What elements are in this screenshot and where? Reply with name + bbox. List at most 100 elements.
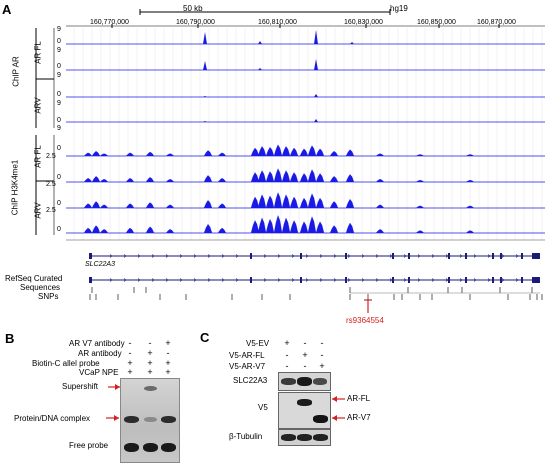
complex-band-lane1 [124,416,139,423]
strand-arrow [263,254,267,258]
strand-arrow [319,278,323,282]
sign-b-r0-c1: - [148,338,152,348]
strand-arrow [249,278,253,282]
strand-arrow [291,278,295,282]
gene-exon [408,253,410,259]
strand-arrow [193,278,197,282]
strand-arrow [193,254,197,258]
strand-arrow [515,254,519,258]
row-label-biotin-probe: Biotin-C allel probe [32,359,100,368]
strand-arrow [417,254,421,258]
strand-arrow [333,254,337,258]
gene-exon [89,277,92,283]
tubulin-band-lane3 [313,434,328,441]
strand-arrow [417,278,421,282]
gene-exon [408,277,410,283]
band-label-ar-fl: AR-FL [347,394,371,403]
free-probe-band-lane2 [143,443,158,452]
ar-v7-band [313,415,328,423]
sign-b-r3-c0: + [127,367,133,377]
track-scale-bottom: 0 [57,200,61,207]
track-scale-bottom: 0 [57,38,61,45]
strand-arrow [109,278,113,282]
track-scale-top: 9 [57,47,61,54]
strand-arrow [305,278,309,282]
sign-b-r1-c1: + [147,348,153,358]
refseq-label-2: Sequences [20,283,61,292]
strand-arrow [235,254,239,258]
strand-arrow [515,278,519,282]
ar-peak [203,96,207,97]
coord-label: 160,870,000 [477,19,516,26]
strand-arrow [249,254,253,258]
strand-arrow [221,254,225,258]
ar-peak [203,61,207,70]
strand-arrow [151,254,155,258]
h3k4me1-profile [66,144,545,157]
ar-peak [314,94,318,97]
blot-v5 [278,392,331,429]
sign-c-r2-c2: + [319,361,325,371]
row-label-ar-antibody: AR antibody [78,349,122,358]
track-scale-bottom: 0 [57,226,61,233]
row-label-v5-ar-fl: V5-AR-FL [229,351,265,360]
strand-arrow [221,278,225,282]
strand-arrow [361,254,365,258]
strand-arrow [375,278,379,282]
blot-label-tubulin: β-Tubulin [229,432,263,441]
track-scale-bottom: 0 [57,145,61,152]
supershift-band [144,386,157,391]
panel-a-label: A [2,2,12,17]
strand-arrow [263,278,267,282]
track-scale-top: 2.5 [46,207,56,214]
panel-c-label: C [200,330,210,345]
gene-exon [532,277,540,283]
gene-exon [300,277,302,283]
strand-arrow [305,254,309,258]
snps-label: SNPs [38,292,59,301]
sign-b-r3-c2: + [165,367,171,377]
track-scale-bottom: 0 [57,117,61,124]
strand-arrow [487,254,491,258]
strand-arrow [151,278,155,282]
coord-label: 160,770,000 [90,19,129,26]
track-scale-bottom: 0 [57,63,61,70]
blot-label-slc22a3: SLC22A3 [233,376,268,385]
gene-exon [345,253,347,259]
gene-exon [448,253,450,259]
gene-exon [500,253,502,259]
gene-exon [465,277,467,283]
ar-peak [258,41,262,44]
blot-tubulin [278,429,331,446]
gene-exon [250,253,252,259]
band-label-ar-v7: AR-V7 [347,413,371,422]
ar-peak [258,68,262,70]
sign-b-r0-c2: + [165,338,171,348]
track-scale-bottom: 0 [57,91,61,98]
gene-exon [532,253,540,259]
strand-arrow [277,278,281,282]
gene-exon [492,277,494,283]
sign-c-r0-c1: - [303,338,307,348]
genome-browser-tracks [35,9,545,313]
sign-b-r1-c0: - [128,348,132,358]
strand-arrow [319,254,323,258]
gene-exon [465,253,467,259]
sign-b-r3-c1: + [147,367,153,377]
ar-peak [350,42,354,44]
sign-b-r1-c2: - [166,348,170,358]
strand-arrow [431,278,435,282]
complex-band-lane2 [144,417,157,422]
strand-arrow [235,278,239,282]
strand-arrow [403,278,407,282]
genome-label: hg19 [390,4,408,13]
track-scale-bottom: 0 [57,174,61,181]
strand-arrow [347,278,351,282]
track-scale-top: 9 [57,26,61,33]
gene-exon [392,253,394,259]
ar-peak [314,59,318,70]
sign-c-r1-c1: + [302,350,308,360]
strand-arrow [445,254,449,258]
free-probe-label: Free probe [69,441,109,450]
strand-arrow [207,278,211,282]
